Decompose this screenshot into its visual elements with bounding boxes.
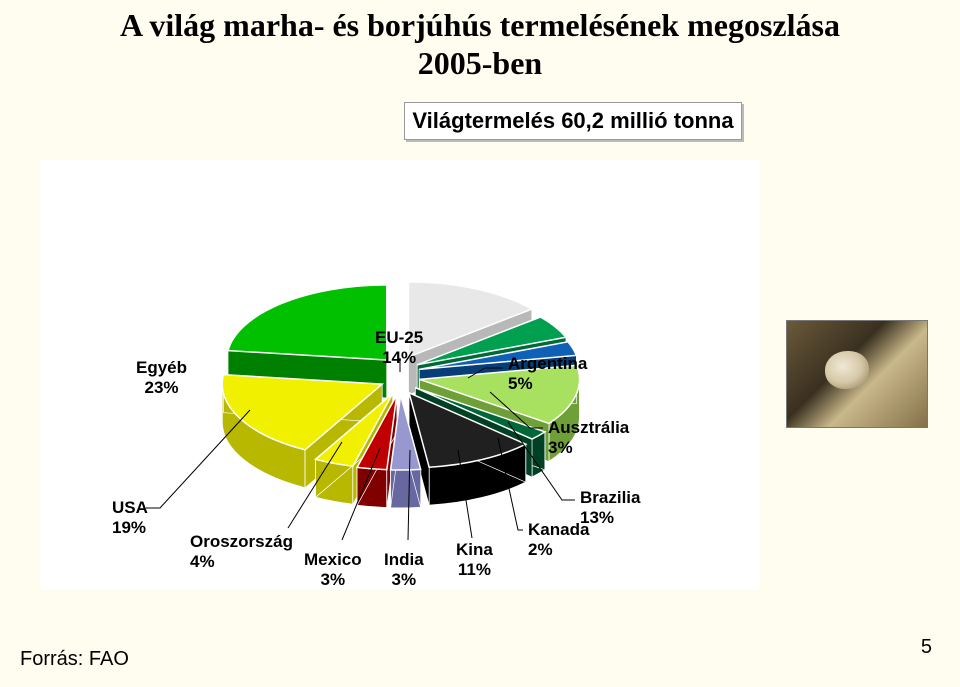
label-canada: Kanada2% — [528, 520, 589, 559]
slide: A világ marha- és borjúhús termelésének … — [0, 0, 960, 687]
slice-other — [228, 285, 387, 360]
label-mexico: Mexico3% — [304, 550, 362, 589]
label-eu25: EU-2514% — [375, 328, 423, 367]
cow-photo — [786, 320, 928, 428]
label-other: Egyéb23% — [136, 358, 187, 397]
source-text: Forrás: FAO — [20, 648, 129, 671]
subtitle-box: Világtermelés 60,2 millió tonna — [404, 102, 742, 140]
title-line-2: 2005-ben — [0, 44, 960, 82]
title-line-1: A világ marha- és borjúhús termelésének … — [0, 6, 960, 44]
page-number: 5 — [921, 636, 932, 659]
label-china: Kina11% — [456, 540, 493, 579]
label-australia: Ausztrália3% — [548, 418, 629, 457]
label-usa: USA19% — [112, 498, 148, 537]
slide-title: A világ marha- és borjúhús termelésének … — [0, 6, 960, 83]
label-argentina: Argentina5% — [508, 354, 587, 393]
label-india: India3% — [384, 550, 424, 589]
label-russia: Oroszország4% — [190, 532, 293, 571]
